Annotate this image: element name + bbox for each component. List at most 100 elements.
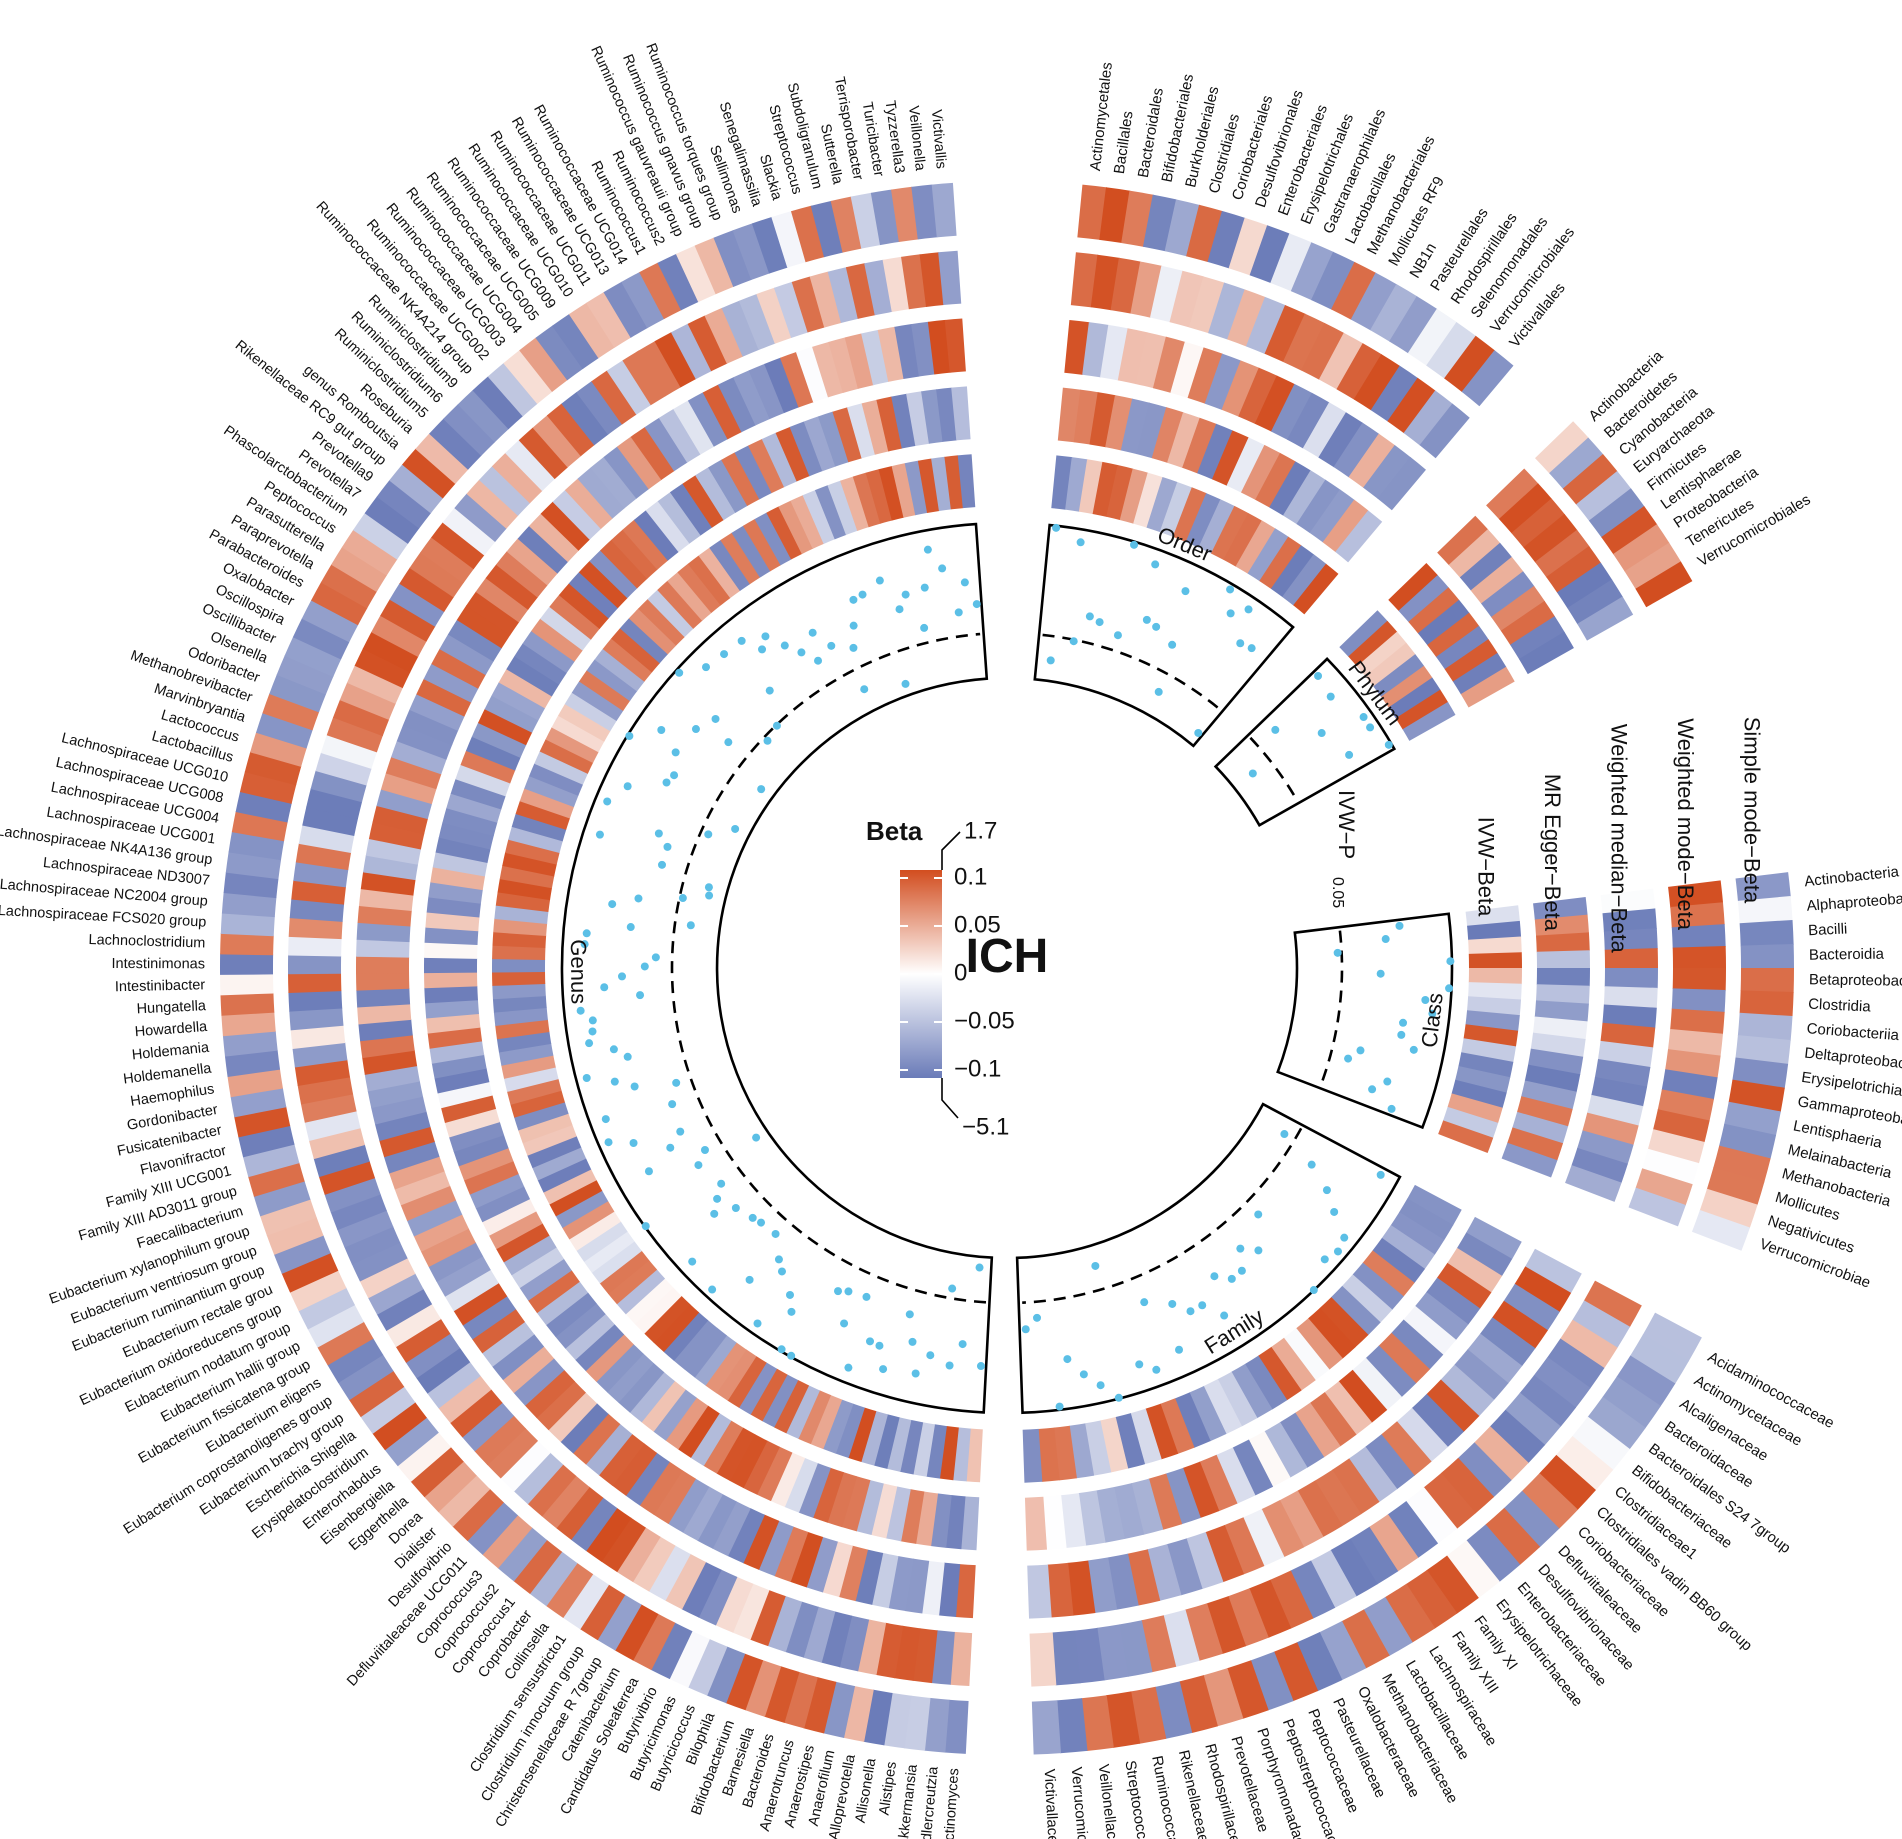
genus-tile-oscillospira-track-1: [539, 738, 594, 774]
genus-tile-coprococcus1-track-1: [683, 1327, 728, 1378]
genus-point-sellimonas: [901, 679, 910, 688]
order-tile-burkholderiales-track-4: [1150, 265, 1184, 323]
class-point-clostridia: [1445, 984, 1454, 993]
family-tile-porphyromonadaceae-track-5: [1226, 1660, 1269, 1719]
genus-tile-alistipes-track-1: [926, 1424, 947, 1479]
genus-tile-eubacterium-coprostanoligenes-group-track-3: [453, 1282, 508, 1326]
genus-tile-fusicatenibacter-track-1: [501, 1055, 556, 1079]
genus-tile-alloprevotella-track-2: [885, 1486, 911, 1542]
order-pvalue-track-outline: [1033, 523, 1295, 748]
order-tile-lactobacillales-track-2: [1226, 437, 1265, 493]
phylum-tile-firmicutes-track-2: [1427, 612, 1480, 658]
genus-tile-lachnospiraceae-ucg001-track-3: [363, 854, 419, 881]
genus-tile-sutterella-track-2: [876, 396, 903, 452]
genus-tile-ruminococcus-gauvreauii-group-track-1: [790, 495, 825, 549]
genus-tile-candidatus-soleaferrea-track-2: [729, 1434, 768, 1489]
order-tile-actinomycetales-track-2: [1057, 387, 1081, 443]
genus-tile-alloprevotella-track-3: [871, 1552, 899, 1609]
family-tile-oxalobacteraceae-track-2: [1232, 1439, 1274, 1496]
genus-point-barnesiella: [875, 1341, 884, 1350]
order-tile-clostridiales-track-3: [1152, 336, 1186, 393]
genus-tile-coprococcus2-track-1: [673, 1320, 718, 1370]
family-tile-family-xi-track-2: [1309, 1392, 1357, 1447]
order-tile-mollicutes-rf9-track-5: [1350, 272, 1398, 331]
genus-tile-ruminococcus-torques-group-track-3: [764, 357, 800, 414]
genus-tile-streptococcus-track-1: [865, 469, 893, 524]
class-tile-melainabacteria-track-4: [1653, 1109, 1710, 1143]
genus-tile-roseburia-track-5: [415, 433, 469, 484]
genus-tile-anaerostipes-track-5: [803, 1677, 837, 1734]
genus-point-desulfovibrio: [757, 1218, 766, 1227]
class-item-label: Alphaproteobacteria: [1806, 888, 1902, 915]
phylum-tile-verrucomicrobiales-track-1: [1402, 701, 1456, 741]
genus-tile-ruminiclostridium5-track-2: [578, 560, 628, 609]
genus-tile-coprococcus2-track-5: [497, 1527, 548, 1582]
family-tile-prevotellaceae-track-2: [1148, 1473, 1183, 1530]
family-point-peptostreptococcaceae: [1152, 1365, 1161, 1374]
genus-tile-sellimonas-track-2: [803, 416, 836, 472]
class-tile-bacteroidia-track-1: [1468, 952, 1523, 969]
genus-tile-clostridium-innocuum-group-track-5: [579, 1584, 626, 1641]
genus-point-lachnospiraceae-nc2004-group: [582, 929, 591, 938]
family-tile-bacteroidaceae-track-1: [1381, 1225, 1435, 1270]
genus-tile-gordonibacter-track-1: [498, 1043, 554, 1066]
family-tile-ruminococcaceae-track-4: [1119, 1620, 1153, 1677]
genus-tile-ruminococcus-gnavus-group-track-3: [748, 363, 785, 420]
genus-point-lachnospiraceae-ucg004: [634, 894, 643, 903]
genus-tile-ruminococcaceae-ucg009-track-5: [552, 313, 600, 370]
genus-tile-ruminococcaceae-ucg009-track-4: [591, 370, 637, 425]
genus-tile-tyzzerella3-track-4: [901, 254, 927, 310]
genus-tile-eubacterium-ruminantium-group-track-3: [400, 1185, 457, 1222]
heatmap-tiles: [219, 182, 1795, 1755]
genus-tile-howardella-track-4: [289, 1007, 344, 1031]
genus-tile-bacteroides-track-3: [806, 1536, 838, 1593]
family-tile-actinomycetaceae-track-1: [1399, 1198, 1454, 1241]
genus-point-roseburia: [675, 668, 684, 677]
genus-item-label: Lachnoclostridium: [88, 932, 205, 952]
family-tile-streptococcaceae-track-3: [1087, 1557, 1118, 1614]
genus-tile-bilophila-track-1: [810, 1394, 843, 1450]
genus-tile-eubacterium-hallii-group-track-2: [488, 1210, 543, 1250]
genus-tile-eubacterium-xylanophilum-group-track-1: [518, 1113, 573, 1144]
family-tile-lactobacillaceae-track-4: [1330, 1538, 1378, 1597]
genus-tile-clostridium-sensustricto1-track-3: [639, 1461, 683, 1516]
family-tile-lachnospiraceae-track-1: [1244, 1355, 1288, 1410]
family-tile-erysipelotrichaceae-track-5: [1446, 1540, 1500, 1599]
class-tile-erysipelotrichia-track-5: [1732, 1057, 1789, 1089]
genus-point-subdoligranulum: [920, 623, 929, 632]
genus-tile-ruminococcaceae-ucg003-track-2: [633, 510, 679, 561]
genus-tile-clostridium-innocuum-group-track-3: [653, 1470, 696, 1525]
class-tile-betaproteobacteria-track-4: [1672, 968, 1726, 991]
track-label-ivw-p: IVW−P: [1334, 790, 1359, 859]
class-tile-methanobacteria-track-1: [1451, 1079, 1507, 1109]
genus-point-coprobacter: [777, 1267, 786, 1276]
genus-tile-eubacterium-eligens-track-1: [562, 1200, 615, 1240]
genus-tile-adlercreutzia-track-5: [924, 1697, 950, 1753]
genus-tile-eubacterium-eligens-track-5: [327, 1337, 384, 1383]
order-point-bacillales: [1046, 656, 1055, 665]
genus-tile-haemophilus-track-5: [227, 1068, 283, 1098]
family-point-verrucomicrobiaceae: [1033, 1313, 1042, 1322]
genus-tile-odoribacter-track-5: [269, 674, 327, 713]
genus-point-adlercreutzia: [975, 1263, 984, 1272]
class-tile-bacilli-track-1: [1468, 936, 1522, 955]
genus-tile-prevotella9-track-2: [540, 606, 592, 651]
genus-tile-eubacterium-fissicatena-group-track-1: [555, 1190, 609, 1229]
genus-tile-ruminococcaceae-ucg010-track-2: [682, 475, 724, 528]
genus-tile-barnesiella-track-1: [835, 1403, 865, 1459]
family-tile-family-xi-track-1: [1270, 1337, 1316, 1391]
genus-tile-adlercreutzia-track-4: [931, 1630, 955, 1685]
phylum-tile-verrucomicrobiales-track-5: [1635, 561, 1693, 608]
family-tile-alcaligenaceae-track-1: [1390, 1211, 1445, 1255]
phylum-tile-proteobacteria-track-5: [1613, 524, 1670, 572]
genus-tile-haemophilus-track-4: [294, 1059, 351, 1087]
family-tile-peptostreptococcaceae-track-1: [1160, 1398, 1195, 1454]
sector-label-class: Class: [1416, 991, 1448, 1049]
genus-tile-oxalobacter-track-3: [423, 663, 479, 703]
genus-point-lactobacillus: [704, 883, 713, 892]
genus-point-lactococcus: [658, 860, 666, 869]
family-item-label: Verrucomicrobiaceae: [1068, 1766, 1097, 1839]
legend-max-leader: [941, 831, 961, 870]
genus-tile-paraprevotella-track-2: [498, 668, 553, 709]
genus-tile-ruminococcaceae-ucg009-track-1: [709, 539, 751, 592]
